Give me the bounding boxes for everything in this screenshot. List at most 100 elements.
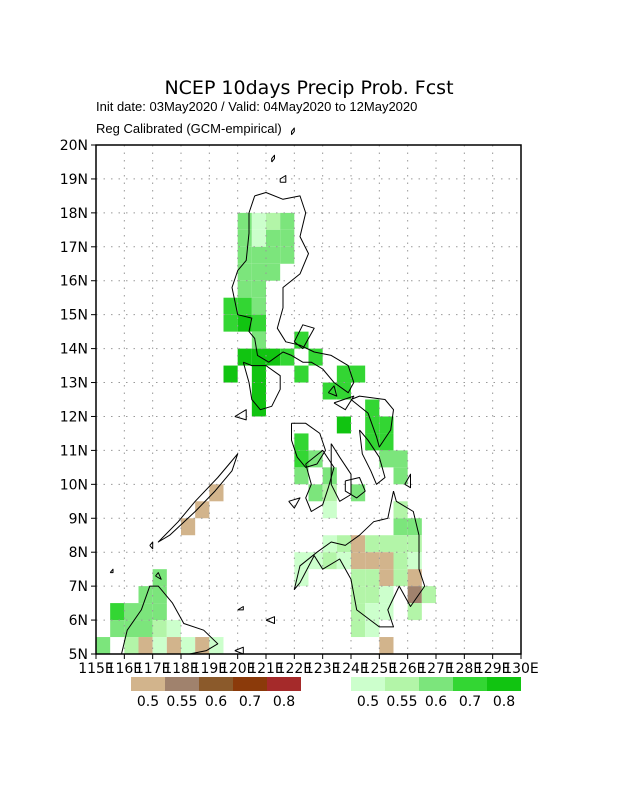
legend-swatch — [267, 677, 301, 691]
legend-label: 0.7 — [239, 694, 261, 710]
coastline — [288, 497, 301, 509]
coastline — [293, 324, 315, 350]
latitude-ticks: 5N 6N 7N 8N 9N 10N 11N 12N 13N 14N 15N 16N 17N 18N 19N… — [60, 138, 96, 663]
prob-cell — [322, 535, 337, 553]
prob-cell — [336, 365, 351, 383]
prob-cell — [407, 518, 422, 536]
prob-cell — [308, 450, 323, 468]
prob-cell — [152, 620, 167, 638]
coastline — [242, 361, 281, 411]
x-tick-label: 115E — [78, 661, 114, 677]
y-tick-label: 10N — [60, 477, 88, 493]
prob-cell — [138, 620, 153, 638]
legend-label: 0.5 — [137, 694, 159, 710]
x-tick-label: 124E — [333, 661, 369, 677]
prob-cell — [379, 603, 394, 621]
x-tick-label: 117E — [135, 661, 171, 677]
x-tick-label: 116E — [107, 661, 143, 677]
y-tick-label: 17N — [60, 240, 88, 256]
legend-label: 0.6 — [425, 694, 447, 710]
prob-cell — [379, 637, 394, 654]
x-tick-label: 118E — [163, 661, 199, 677]
prob-cell — [237, 297, 252, 315]
prob-cell — [365, 620, 380, 638]
prob-cell — [237, 314, 252, 332]
prob-cell — [266, 348, 281, 366]
prob-cell — [407, 535, 422, 553]
x-tick-label: 119E — [192, 661, 228, 677]
prob-cell — [237, 348, 252, 366]
x-tick-label: 121E — [248, 661, 284, 677]
prob-cell — [393, 569, 408, 587]
prob-cell — [407, 569, 422, 587]
prob-cell — [365, 399, 380, 417]
prob-cell — [379, 450, 394, 468]
prob-cell — [280, 229, 295, 247]
coastline — [109, 568, 114, 574]
prob-cell — [110, 620, 125, 638]
prob-cell — [379, 416, 394, 434]
legend-swatch — [487, 677, 521, 691]
prob-cell — [379, 569, 394, 587]
prob-cell — [251, 229, 266, 247]
prob-cell — [308, 484, 323, 502]
prob-cell — [393, 518, 408, 536]
prob-cell — [166, 637, 181, 654]
prob-cell — [166, 620, 181, 638]
prob-cell — [124, 603, 139, 621]
prob-cell — [251, 246, 266, 264]
prob-cell — [393, 450, 408, 468]
legend-swatch — [385, 677, 419, 691]
legend-label: 0.8 — [493, 694, 515, 710]
legend-swatch — [233, 677, 267, 691]
prob-cell — [152, 637, 167, 654]
prob-cell — [336, 552, 351, 570]
prob-cell — [251, 280, 266, 298]
y-tick-label: 6N — [69, 613, 88, 629]
coastline — [265, 616, 275, 624]
prob-cell — [237, 212, 252, 230]
legend-label: 0.55 — [386, 694, 417, 710]
prob-cell — [251, 382, 266, 400]
prob-cell — [351, 535, 366, 553]
prob-cell — [336, 535, 351, 553]
prob-cell — [322, 501, 337, 519]
prob-cell — [251, 297, 266, 315]
prob-cell — [209, 637, 224, 654]
prob-cell — [365, 535, 380, 553]
coastline — [234, 646, 244, 655]
legend-swatch — [419, 677, 453, 691]
prob-cell — [407, 552, 422, 570]
prob-cell — [393, 467, 408, 485]
x-tick-label: 120E — [220, 661, 256, 677]
prob-cell — [110, 603, 125, 621]
prob-cell — [365, 569, 380, 587]
coastline — [305, 449, 335, 512]
prob-cell — [237, 229, 252, 247]
prob-cell — [280, 212, 295, 230]
prob-cell — [294, 467, 309, 485]
coastline — [279, 175, 287, 183]
prob-cell — [351, 603, 366, 621]
prob-cell — [294, 365, 309, 383]
prob-cell — [365, 433, 380, 451]
prob-cell — [294, 450, 309, 468]
prob-cell — [294, 552, 309, 570]
coastline — [157, 453, 239, 543]
prob-cell — [421, 586, 436, 604]
y-tick-label: 13N — [60, 376, 88, 392]
prob-cell — [96, 637, 111, 654]
prob-cell — [365, 603, 380, 621]
prob-cell — [393, 535, 408, 553]
prob-cell — [152, 603, 167, 621]
prob-cell — [195, 637, 210, 654]
prob-cell — [351, 620, 366, 638]
prob-cell — [379, 433, 394, 451]
y-tick-label: 7N — [69, 579, 88, 595]
prob-cell — [294, 433, 309, 451]
prob-cell — [223, 297, 238, 315]
prob-cell — [379, 535, 394, 553]
prob-cell — [266, 229, 281, 247]
prob-cell — [223, 365, 238, 383]
prob-cell — [280, 246, 295, 264]
